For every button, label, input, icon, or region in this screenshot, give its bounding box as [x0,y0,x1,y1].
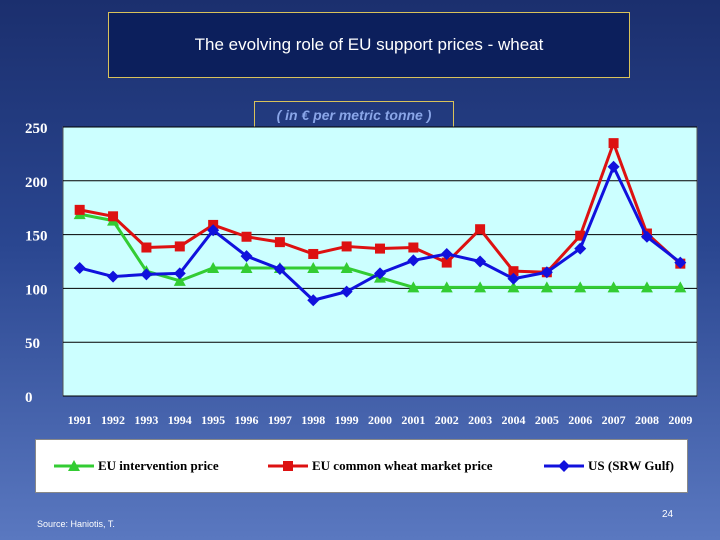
data-point [474,255,487,268]
data-point [274,237,285,248]
plot-area [62,126,698,397]
data-point [607,160,620,173]
y-tick-label: 200 [25,175,48,191]
data-point [73,261,86,274]
data-point [340,261,353,273]
x-axis-labels: 1991 1992 1993 1994 1995 1996 1997 1998 1999 2000… [68,413,693,427]
data-point [141,242,152,253]
legend-item-us: US (SRW Gulf) [544,440,674,492]
data-point [375,243,385,254]
data-point [640,230,653,243]
y-tick-label: 50 [25,336,40,352]
data-point [574,242,587,255]
series-1 [74,138,686,278]
y-tick-label: 0 [25,390,33,406]
x-tick-label: 2007 [602,413,626,427]
data-point [607,281,620,293]
data-point [440,247,453,260]
x-tick-label: 1999 [335,413,359,427]
legend-swatch-diamond [544,460,584,472]
x-tick-label: 2004 [501,413,525,427]
data-point [174,241,185,252]
x-tick-label: 2003 [468,413,492,427]
x-tick-label: 1998 [301,413,325,427]
data-point [540,266,553,279]
x-tick-label: 2009 [668,413,692,427]
data-point [608,138,619,149]
data-point [107,270,120,283]
x-tick-label: 2005 [535,413,559,427]
data-point [140,268,153,281]
data-point [408,242,419,253]
legend-item-eu-market: EU common wheat market price [268,440,493,492]
data-point [307,294,320,307]
data-point [374,267,386,280]
data-point [74,204,85,215]
data-point [441,257,452,268]
legend: EU intervention price EU common wheat ma… [35,439,688,493]
legend-swatch-triangle [54,460,94,471]
x-tick-label: 1991 [68,413,92,427]
data-point [540,281,553,293]
x-tick-label: 1996 [235,413,259,427]
data-point [108,211,119,222]
x-tick-label: 1994 [168,413,192,427]
data-point [674,256,687,269]
data-point [574,281,587,293]
data-point [207,261,220,273]
x-tick-label: 2006 [568,413,592,427]
legend-label: EU common wheat market price [312,458,493,473]
series-group [73,138,687,307]
x-tick-label: 1997 [268,413,292,427]
x-tick-label: 2008 [635,413,659,427]
slide-title: The evolving role of EU support prices -… [194,35,544,54]
data-point [308,248,319,259]
data-point [575,230,586,241]
data-point [507,281,520,293]
data-point [474,281,487,293]
title-box: The evolving role of EU support prices -… [108,12,630,78]
data-point [273,263,286,276]
data-point [173,274,186,286]
data-point [674,281,687,293]
legend-label: US (SRW Gulf) [588,458,674,473]
y-tick-label: 250 [25,121,48,137]
legend-swatch-square [268,461,308,471]
data-point [440,281,453,293]
x-tick-label: 2001 [401,413,425,427]
x-tick-label: 1992 [101,413,125,427]
page-number: 24 [662,509,674,520]
data-point [307,261,320,273]
data-point [207,224,220,237]
y-axis-labels: 0 50 100 150 200 250 [25,121,48,406]
data-point [407,281,420,293]
data-point [240,250,253,263]
data-point [407,254,420,267]
data-point [340,285,353,298]
data-point [241,231,252,242]
source-note: Source: Haniotis, T. [37,519,115,529]
data-point [507,272,520,285]
data-point [173,267,186,280]
data-point [640,281,653,293]
y-tick-label: 100 [25,282,48,298]
legend-label: EU intervention price [98,458,219,473]
x-tick-label: 2002 [435,413,459,427]
series-2 [73,160,687,307]
data-point [508,266,519,277]
data-point [475,224,486,235]
y-tick-label: 150 [25,229,48,245]
legend-item-eu-intervention: EU intervention price [54,440,219,492]
chart-subtitle: ( in € per metric tonne ) [276,107,432,123]
x-tick-label: 1995 [201,413,225,427]
data-point [341,241,352,252]
x-tick-label: 1993 [134,413,158,427]
data-point [240,261,253,273]
x-tick-label: 2000 [368,413,392,427]
